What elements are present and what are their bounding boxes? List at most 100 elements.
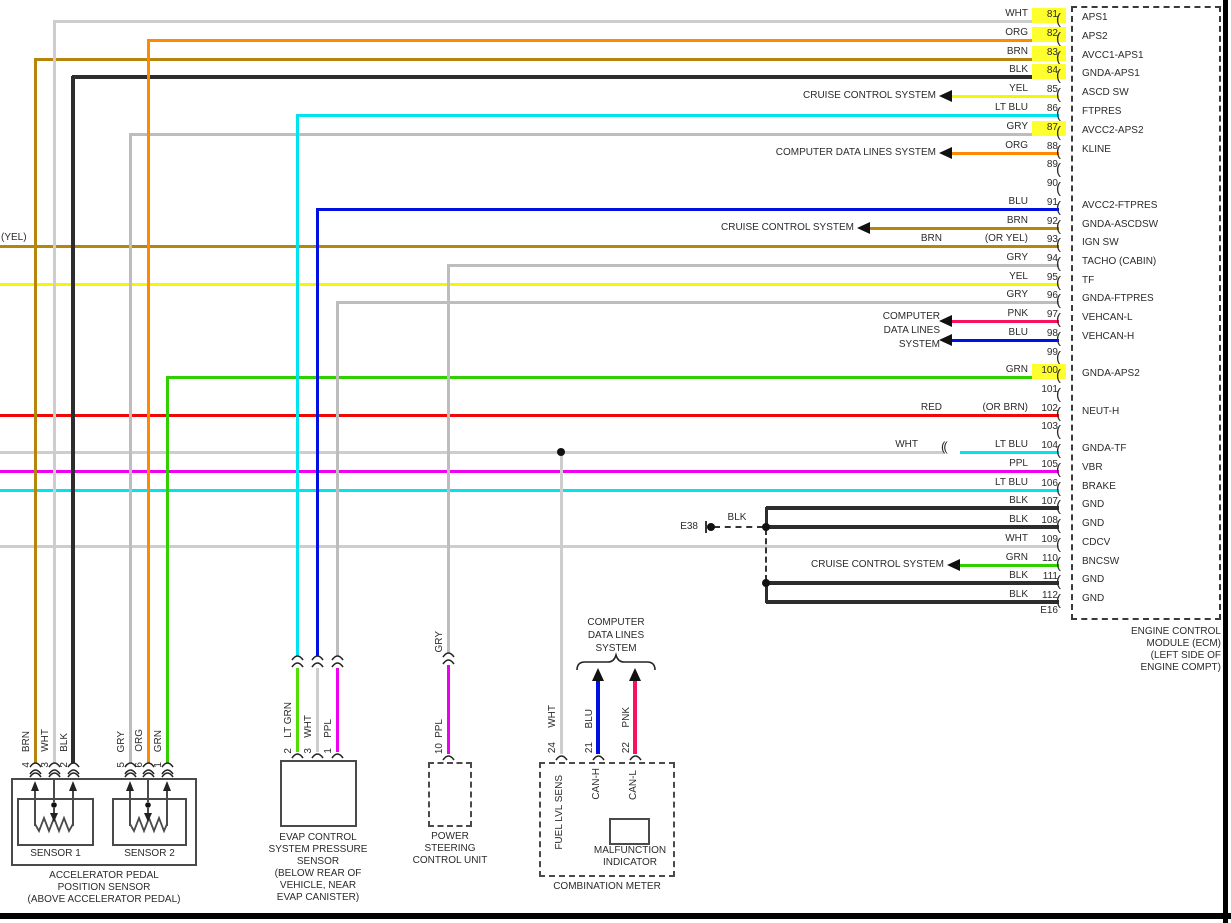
pin-bracket-98: (: [1056, 330, 1061, 347]
pin-number-91: 91: [1046, 197, 1058, 208]
box-entry-connector-4: [142, 772, 155, 778]
pin-bracket-82: (: [1056, 30, 1061, 47]
wire-h-91: [316, 208, 1059, 211]
wire-h-107: [766, 506, 1059, 510]
wire-h-106: [0, 489, 1059, 492]
box-entry-connector-11: [592, 755, 605, 761]
computer-data-lines-label-88: COMPUTER DATA LINES SYSTEM: [775, 147, 936, 158]
cruise-arrow-92: [857, 222, 870, 234]
pin-highlight-84: [1032, 64, 1066, 79]
cdl-arrow-88: [939, 147, 952, 159]
wire-h-88: [951, 152, 1059, 155]
evap-pin-color-1: PPL: [323, 719, 334, 738]
wire-h-105: [0, 470, 1059, 473]
wire-color-label-110: GRN: [1005, 552, 1028, 563]
ecm-connector-id: E16: [1040, 605, 1058, 616]
pin-name-110: BNCSW: [1082, 556, 1120, 567]
combo-pin-color-21: BLU: [584, 708, 595, 728]
pin-name-98: VEHCAN-H: [1082, 331, 1135, 342]
evap-pin-color-2: LT GRN: [283, 702, 294, 738]
pin-number-107: 107: [1041, 496, 1058, 507]
wire-v-GRN-5: [166, 376, 169, 763]
wire-h-110: [958, 564, 1059, 567]
wire-color-label-98: BLU: [1008, 327, 1028, 338]
wire-color-label-104: WHT: [895, 439, 918, 450]
box-entry-connector-0: [29, 772, 42, 778]
wire-color-label-91: BLU: [1008, 196, 1028, 207]
wire-color-label-81: WHT: [1005, 8, 1028, 19]
wire-color-label-97: PNK: [1007, 308, 1028, 319]
pin-bracket-97: (: [1056, 311, 1061, 328]
pin-name-83: AVCC1-APS1: [1082, 50, 1144, 61]
wire-v-GRY-9: [447, 264, 450, 653]
wire-color-extra-93: (OR YEL): [984, 233, 1028, 244]
pin-bracket-106: (: [1056, 480, 1061, 497]
pin-number-88: 88: [1046, 141, 1058, 152]
wire-h-111: [765, 581, 1059, 585]
inline-connector-break-7: [311, 655, 324, 668]
combo-pin-number-24: 24: [547, 741, 558, 753]
psu-pin-color-10: PPL: [434, 719, 445, 738]
pin-highlight-82: [1032, 27, 1066, 42]
pin-name-81: APS1: [1082, 12, 1108, 23]
pin-number-109: 109: [1041, 534, 1058, 545]
wire-v-PNK-16: [633, 680, 637, 754]
app-pin-number-6: 6: [134, 762, 145, 768]
combination-meter-box: [539, 762, 675, 877]
wire-v-PPL-13: [447, 665, 450, 754]
pin-number-97: 97: [1046, 309, 1058, 320]
evap-caption-line-3: SENSOR: [296, 856, 340, 867]
pin-number-99: 99: [1046, 347, 1058, 358]
wire-h-100: [166, 376, 1059, 379]
psu-caption-line-3: CONTROL UNIT: [412, 855, 488, 866]
cruise-control-label-110: CRUISE CONTROL SYSTEM: [811, 559, 944, 570]
app-sensor-internals: [31, 780, 171, 834]
pin-name-95: TF: [1082, 275, 1095, 286]
combo-terminal-1: FUEL LVL SENS: [554, 775, 565, 850]
wire-color-extra-102: (OR BRN): [982, 402, 1028, 413]
app-caption-line-1: ACCELERATOR PEDAL: [49, 870, 159, 881]
pin-bracket-88: (: [1056, 143, 1061, 160]
psu-upper-wire-color: GRY: [434, 630, 445, 653]
ecm-caption-line-1: ENGINE CONTROL: [1130, 626, 1221, 637]
pin-number-103: 103: [1041, 421, 1058, 432]
inline-connector-break-0: [29, 762, 42, 775]
pin-number-102: 102: [1041, 403, 1058, 414]
wire-v-BLU-7: [316, 208, 319, 656]
junction-dot-gnd-upper: [762, 523, 770, 531]
wire-h-87: [129, 133, 1059, 136]
wire-h-97: [951, 320, 1059, 323]
page-border-bottom: [0, 913, 1231, 919]
box-entry-connector-10: [555, 755, 568, 761]
wire-color-label-93: BRN: [920, 233, 942, 244]
pin-name-109: CDCV: [1082, 537, 1111, 548]
inline-connector-break-1: [48, 762, 61, 775]
wire-h-86: [296, 114, 1059, 117]
pin-bracket-92: (: [1056, 218, 1061, 235]
wire-v-GRY-3: [129, 133, 132, 763]
box-entry-connector-12: [629, 755, 642, 761]
app-pin-color-2: BLK: [59, 733, 70, 752]
pin-number-94: 94: [1046, 253, 1058, 264]
cdl-block-line-2: DATA LINES: [883, 325, 940, 336]
wire-v-BLK-17: [765, 507, 768, 528]
inline-connector-symbol-104: ((: [941, 439, 948, 454]
pin-bracket-111: (: [1056, 573, 1061, 590]
wire-color-label-82: ORG: [1005, 27, 1028, 38]
pin-bracket-96: (: [1056, 292, 1061, 309]
evap-caption-line-4: (BELOW REAR OF: [274, 868, 362, 879]
app-pin-color-4: BRN: [21, 730, 32, 752]
pin-number-84: 84: [1046, 65, 1058, 76]
wire-color-label-94: GRY: [1006, 252, 1029, 263]
cruise-control-label-92: CRUISE CONTROL SYSTEM: [721, 222, 854, 233]
wire-color-label-96: GRY: [1006, 289, 1029, 300]
pin-name-106: BRAKE: [1082, 481, 1116, 492]
pin-number-89: 89: [1046, 159, 1058, 170]
pin-name-105: VBR: [1082, 462, 1103, 473]
pin-number-104: 104: [1041, 440, 1058, 451]
pin-name-112: GND: [1082, 593, 1105, 604]
app-pin-color-1: GRN: [153, 729, 164, 752]
pin-number-100: 100: [1041, 365, 1058, 376]
wire-v-BRN-0: [34, 58, 37, 763]
